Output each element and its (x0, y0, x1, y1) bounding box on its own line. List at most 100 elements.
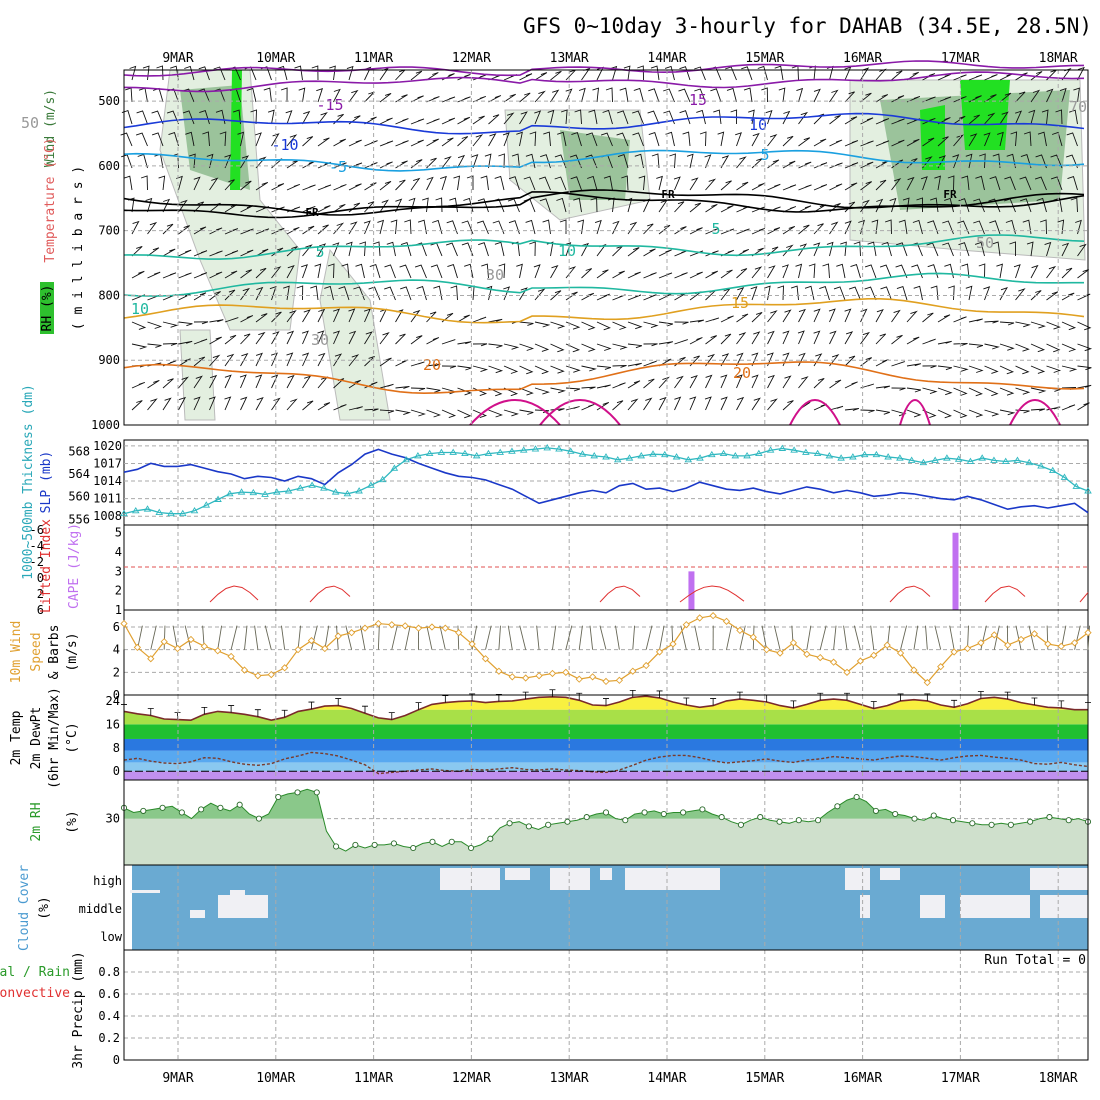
rh2m-marker (911, 815, 918, 822)
wind10-marker (441, 624, 449, 632)
wind-barb (311, 65, 319, 81)
wind-barb (433, 285, 443, 301)
wind-barb (240, 155, 250, 169)
rh2m-marker (641, 809, 648, 816)
wind-barb (333, 113, 344, 125)
wind-barb (965, 285, 973, 301)
wind-barb (720, 353, 730, 367)
temp2m-panel: 0 8 16 24 (106, 689, 1091, 781)
wind-barb (123, 175, 133, 191)
wind-barb (953, 387, 968, 396)
wind-barb (627, 362, 642, 367)
wind-barb (426, 96, 440, 103)
wind-barb (1036, 197, 1047, 213)
wind-barb (766, 352, 774, 367)
wind-barb (224, 289, 236, 301)
thickness-marker (155, 508, 164, 515)
wind-barb (316, 87, 324, 103)
wind-barb (813, 377, 825, 389)
date-label: 17MAR (941, 1071, 980, 1086)
thickness-marker (202, 501, 211, 508)
wind-barb (410, 118, 425, 125)
wind-barb (937, 340, 952, 345)
wind10-barb (404, 625, 411, 650)
wind-barb (363, 308, 371, 323)
wind-barb (891, 118, 905, 125)
wind-barb (689, 177, 699, 191)
wind10-marker (562, 668, 570, 676)
wind-barb (922, 96, 936, 103)
rh2m-marker (448, 838, 455, 845)
wind-barb (426, 337, 440, 345)
wind-barb (472, 409, 488, 419)
wind-barb (565, 406, 580, 411)
wind-barb (408, 197, 416, 213)
date-label: 9MAR (162, 1071, 193, 1086)
wind-barb (867, 241, 877, 257)
upper-mb-label: ( m i l l i b a r s ) (71, 166, 86, 330)
wind-barb (1059, 87, 1067, 103)
upper-tick-label: 800 (98, 288, 120, 302)
wind-barb (430, 264, 443, 279)
rh2m-marker (660, 810, 667, 818)
wind-barb (395, 409, 412, 416)
wind-barb (829, 139, 843, 147)
wind-barb (1013, 264, 1021, 279)
temp-contour (123, 191, 1085, 219)
wind-barb (121, 110, 133, 125)
wind-barb (285, 110, 293, 125)
wind-barb (209, 291, 221, 301)
wind-barb (922, 156, 933, 169)
rh2m-marker (178, 809, 185, 816)
wind-barb (178, 225, 190, 235)
wind-barb (748, 109, 755, 125)
wind-barb (1073, 87, 1080, 103)
temp-minmax (844, 692, 850, 701)
wind-barb (809, 65, 816, 81)
precip-panel: 0 0.2 0.4 0.6 0.8 (98, 949, 1089, 1067)
thickness-marker (531, 445, 540, 452)
thickness-marker (837, 454, 845, 461)
wind-barb (1028, 109, 1036, 125)
wind-barb (364, 162, 378, 169)
wind-barb (984, 74, 998, 81)
cloud-clear-cell (1000, 895, 1030, 918)
wind-barb (875, 179, 887, 191)
wind-barb (348, 354, 360, 367)
wind-barb (395, 179, 406, 191)
wind-barb (798, 205, 812, 213)
wind-barb (364, 91, 375, 103)
wind-barb (1046, 321, 1061, 330)
slp-tick-label: 1020 (93, 439, 122, 453)
wind10-barb (645, 625, 653, 650)
wind-barb (705, 374, 713, 389)
wind-barb (400, 242, 412, 257)
contour-label: -5 (329, 158, 347, 176)
thickness-marker (190, 506, 199, 514)
wind-barb (947, 175, 955, 191)
upper-temp-label: Temperature (°C) (43, 137, 58, 262)
wind-barb (984, 343, 1000, 350)
wind-barb (1041, 109, 1049, 125)
wind-barb (1077, 343, 1093, 352)
cloud-clear-cell (1030, 868, 1088, 890)
slp-tick-label: 1017 (93, 456, 122, 470)
wind-barb (333, 184, 347, 191)
wind10-marker (977, 639, 985, 647)
date-label: 16MAR (843, 1071, 882, 1086)
wind-barb (379, 180, 392, 191)
rh2m-marker (969, 820, 976, 827)
contour-label: 50 (21, 114, 39, 132)
temp-bands (124, 696, 1088, 780)
wind-barb (610, 65, 618, 81)
wind-barb (457, 96, 471, 103)
wind-barb (782, 160, 796, 169)
wind10-barb (311, 625, 318, 650)
wind10-barb (281, 625, 286, 650)
rh2m-marker (487, 835, 494, 842)
contour-label: 20 (733, 364, 751, 382)
wind-barb (422, 197, 429, 213)
wind-barb (612, 294, 626, 301)
wind-barb (871, 219, 879, 235)
wind-barb (767, 134, 778, 147)
